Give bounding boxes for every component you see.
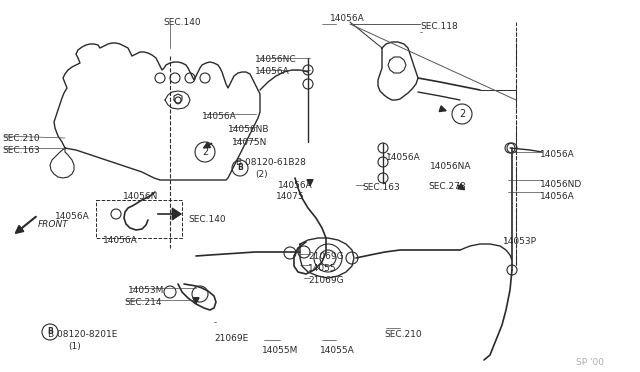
Text: 21069G: 21069G [308,276,344,285]
Text: 14056NA: 14056NA [430,162,472,171]
Text: 14075N: 14075N [232,138,268,147]
Text: 14055: 14055 [308,264,337,273]
Text: 14056N: 14056N [123,192,158,201]
Text: 14056NB: 14056NB [228,125,269,134]
Circle shape [175,97,181,103]
Text: 14056A: 14056A [386,153,420,162]
Text: 2: 2 [459,109,465,119]
Text: B 08120-61B28: B 08120-61B28 [236,158,306,167]
Text: SEC.140: SEC.140 [188,215,226,224]
Text: (2): (2) [255,170,268,179]
Text: 14053P: 14053P [503,237,537,246]
Text: SP '00: SP '00 [576,358,604,367]
Text: 14056A: 14056A [202,112,237,121]
Text: 14053M: 14053M [128,286,164,295]
Text: B 08120-8201E: B 08120-8201E [48,330,117,339]
Text: SEC.278: SEC.278 [428,182,466,191]
Text: 14056A: 14056A [540,192,575,201]
Text: SEC.163: SEC.163 [362,183,400,192]
Text: (1): (1) [68,342,81,351]
Text: 2: 2 [202,147,208,157]
Text: B: B [237,164,243,173]
Text: 14056ND: 14056ND [540,180,582,189]
Text: 14056A: 14056A [330,14,365,23]
Text: 14056A: 14056A [278,181,313,190]
Text: 14056NC: 14056NC [255,55,296,64]
Text: SEC.214: SEC.214 [124,298,161,307]
Text: SEC.118: SEC.118 [420,22,458,31]
Text: SEC.210: SEC.210 [2,134,40,143]
Text: FRONT: FRONT [38,220,68,229]
Text: 21069E: 21069E [214,334,248,343]
Text: 14055A: 14055A [320,346,355,355]
Text: 21069G: 21069G [308,252,344,261]
Text: SEC.163: SEC.163 [2,146,40,155]
Text: 14055M: 14055M [262,346,298,355]
Text: B: B [47,327,53,337]
Text: SEC.210: SEC.210 [384,330,422,339]
Text: 14056A: 14056A [103,236,138,245]
Text: 14056A: 14056A [540,150,575,159]
Text: 14056A: 14056A [55,212,90,221]
Text: SEC.140: SEC.140 [163,18,200,27]
Text: 14056A: 14056A [255,67,290,76]
Text: 14075: 14075 [276,192,305,201]
